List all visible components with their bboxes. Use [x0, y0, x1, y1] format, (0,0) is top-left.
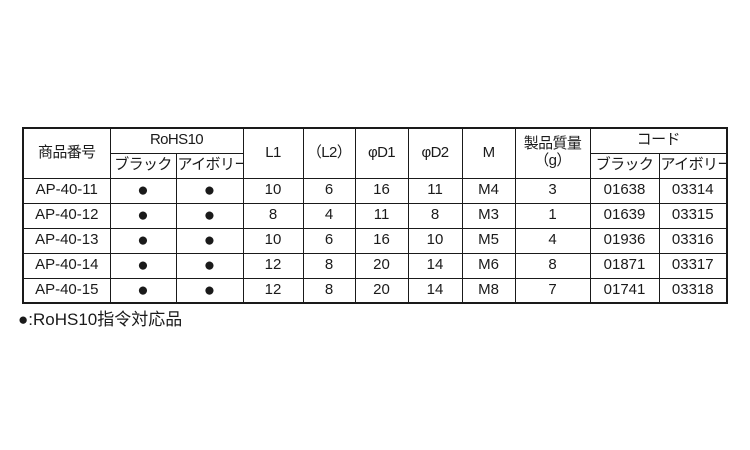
m-cell: M4 — [461, 177, 516, 204]
l1-cell: 10 — [242, 227, 304, 254]
d2-cell: 14 — [407, 252, 463, 279]
header-row-2: ブラック アイボリー ブラック アイボリー — [23, 152, 728, 179]
rohs-ivory-dot: ● — [175, 177, 244, 204]
l2-cell: 8 — [302, 252, 356, 279]
code-ivory-cell: 03314 — [658, 177, 728, 204]
l1-cell: 12 — [242, 277, 304, 304]
rohs-footnote: ●:RoHS10指令対応品 — [18, 310, 183, 329]
weight-cell: 3 — [514, 177, 591, 204]
header-weight-line1: 製品質量 — [523, 135, 582, 153]
d2-cell: 11 — [407, 177, 463, 204]
rohs-black-dot: ● — [109, 227, 177, 254]
header-rohs-black: ブラック — [109, 152, 177, 179]
code-black-cell: 01936 — [589, 227, 660, 254]
l2-cell: 8 — [302, 277, 356, 304]
code-ivory-cell: 03315 — [658, 202, 728, 229]
code-ivory-cell: 03317 — [658, 252, 728, 279]
header-row-1: 商品番号 RoHS10 L1 （L2） φD1 φD2 M 製品質量 （g） コ… — [22, 127, 728, 179]
header-m: M — [461, 127, 516, 179]
rohs-ivory-dot: ● — [175, 252, 244, 279]
rohs-black-dot: ● — [109, 252, 177, 279]
table-row: AP-40-12 ● ● 8 4 11 8 M3 1 01639 03315 — [22, 202, 728, 229]
l1-cell: 12 — [242, 252, 304, 279]
product-number-cell: AP-40-13 — [22, 227, 111, 254]
table-row: AP-40-15 ● ● 12 8 20 14 M8 7 01741 03318 — [22, 277, 728, 304]
product-spec-table: 商品番号 RoHS10 L1 （L2） φD1 φD2 M 製品質量 （g） コ… — [22, 127, 729, 304]
header-code-black: ブラック — [589, 152, 660, 179]
code-ivory-cell: 03318 — [658, 277, 728, 304]
code-black-cell: 01639 — [589, 202, 660, 229]
l2-cell: 6 — [302, 177, 356, 204]
d2-cell: 8 — [407, 202, 463, 229]
table-row: AP-40-14 ● ● 12 8 20 14 M6 8 01871 03317 — [22, 252, 728, 279]
header-d2: φD2 — [407, 127, 463, 179]
table-row: AP-40-11 ● ● 10 6 16 11 M4 3 01638 03314 — [22, 177, 728, 204]
table-row: AP-40-13 ● ● 10 6 16 10 M5 4 01936 03316 — [22, 227, 728, 254]
header-rohs10: RoHS10 — [109, 127, 244, 154]
code-black-cell: 01638 — [589, 177, 660, 204]
rohs-ivory-dot: ● — [175, 202, 244, 229]
l2-cell: 4 — [302, 202, 356, 229]
weight-cell: 8 — [514, 252, 591, 279]
table-header: 商品番号 RoHS10 L1 （L2） φD1 φD2 M 製品質量 （g） コ… — [22, 127, 728, 179]
d2-cell: 14 — [407, 277, 463, 304]
weight-cell: 1 — [514, 202, 591, 229]
d1-cell: 16 — [354, 177, 409, 204]
d1-cell: 16 — [354, 227, 409, 254]
weight-cell: 7 — [514, 277, 591, 304]
code-ivory-cell: 03316 — [658, 227, 728, 254]
l2-cell: 6 — [302, 227, 356, 254]
header-l1: L1 — [242, 127, 304, 179]
product-number-cell: AP-40-11 — [22, 177, 111, 204]
header-code: コード — [589, 127, 728, 154]
d1-cell: 11 — [354, 202, 409, 229]
header-weight-line2: （g） — [534, 152, 571, 170]
d2-cell: 10 — [407, 227, 463, 254]
product-number-cell: AP-40-15 — [22, 277, 111, 304]
code-black-cell: 01871 — [589, 252, 660, 279]
l1-cell: 8 — [242, 202, 304, 229]
product-number-cell: AP-40-12 — [22, 202, 111, 229]
rohs-black-dot: ● — [109, 277, 177, 304]
m-cell: M5 — [461, 227, 516, 254]
rohs-black-dot: ● — [109, 202, 177, 229]
m-cell: M8 — [461, 277, 516, 304]
rohs-ivory-dot: ● — [175, 277, 244, 304]
weight-cell: 4 — [514, 227, 591, 254]
header-d1: φD1 — [354, 127, 409, 179]
header-rohs-ivory: アイボリー — [175, 152, 244, 179]
header-code-ivory: アイボリー — [658, 152, 728, 179]
d1-cell: 20 — [354, 277, 409, 304]
l1-cell: 10 — [242, 177, 304, 204]
rohs-ivory-dot: ● — [175, 227, 244, 254]
header-l2: （L2） — [302, 127, 356, 179]
m-cell: M6 — [461, 252, 516, 279]
header-product-number: 商品番号 — [22, 127, 111, 179]
rohs-black-dot: ● — [109, 177, 177, 204]
header-weight: 製品質量 （g） — [514, 127, 591, 179]
product-number-cell: AP-40-14 — [22, 252, 111, 279]
table-body: AP-40-11 ● ● 10 6 16 11 M4 3 01638 03314 AP-40-12 ● ●… — [22, 177, 728, 304]
m-cell: M3 — [461, 202, 516, 229]
d1-cell: 20 — [354, 252, 409, 279]
code-black-cell: 01741 — [589, 277, 660, 304]
